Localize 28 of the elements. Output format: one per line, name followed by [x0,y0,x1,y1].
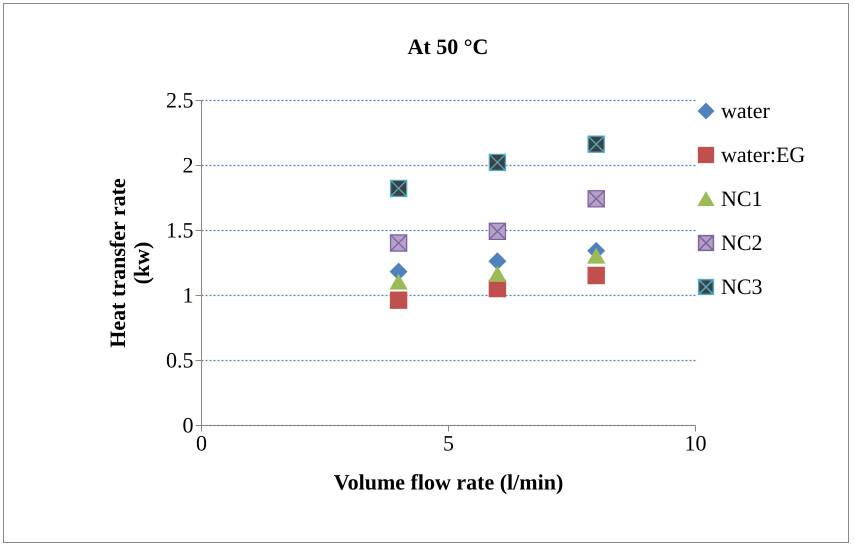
point [587,135,605,153]
point [488,252,506,270]
point [488,266,506,282]
y-axis-title: Heat transfer rate (kw) [105,178,154,348]
legend-label: water:EG [721,142,806,167]
point [587,266,605,284]
point [587,248,605,264]
point [488,154,506,172]
x-axis-title: Volume flow rate (l/min) [334,470,564,494]
point [390,274,408,290]
point [488,222,506,240]
y-tick-label: 2 [182,152,194,178]
x-tick-label: 10 [684,430,706,456]
legend-label: water [721,98,771,123]
point [390,291,408,309]
legend-label: NC3 [721,274,763,299]
legend-label: NC1 [721,186,763,211]
point [390,234,408,252]
x-tick-label: 5 [443,430,454,456]
y-tick-label: 1.5 [166,218,194,242]
y-tick-label: 0.5 [166,348,194,372]
point [390,180,408,198]
y-tick-label: 1 [182,282,194,308]
chart-title: At 50 °C [408,34,488,59]
y-tick-label: 0 [182,412,194,438]
y-tick-label: 2.5 [166,88,194,112]
legend-label: NC2 [721,230,763,255]
point [587,190,605,208]
